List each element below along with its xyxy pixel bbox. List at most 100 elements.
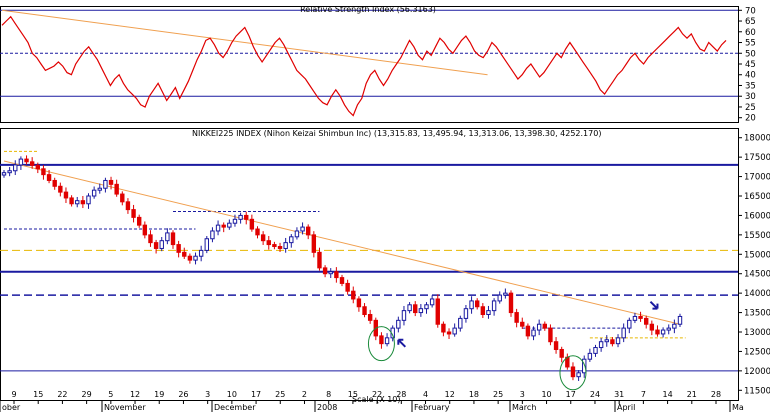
candle-body	[91, 189, 97, 197]
x-tick-label: 14	[662, 390, 672, 399]
candle-body	[497, 294, 502, 302]
candle-body	[503, 292, 508, 296]
candle-body	[339, 277, 345, 284]
price-ytick-label: 15500	[744, 231, 770, 241]
candle-body	[317, 251, 322, 269]
candle-body	[103, 179, 108, 189]
rsi-ytick-label: 55	[745, 39, 756, 49]
candle-body	[86, 195, 91, 205]
rsi-ytick-label: 40	[745, 71, 756, 81]
candle-body	[424, 304, 429, 310]
candle-body	[644, 317, 649, 325]
candle-body	[452, 327, 457, 335]
candle-body	[24, 158, 29, 163]
candle-body	[108, 179, 114, 185]
candle-body	[407, 304, 412, 312]
month-label: ober	[2, 403, 21, 412]
x-tick-label: 15	[33, 390, 43, 399]
price-panel: 11500 12000 12500 13000 13500 14000 14500 15000…	[0, 128, 770, 401]
candle-body	[435, 298, 440, 325]
candle-body	[18, 158, 24, 166]
x-tick-label: 4	[423, 390, 428, 399]
candle-body	[176, 244, 181, 253]
price-ytick-label: 16500	[744, 192, 770, 202]
candle-body	[587, 352, 593, 360]
candle-body	[13, 164, 18, 172]
candle-body	[441, 323, 446, 333]
candle-body	[486, 310, 491, 316]
candle-body	[238, 214, 243, 220]
candle-body	[142, 224, 148, 236]
rsi-trendline	[1, 9, 488, 76]
month-label: 2008	[317, 403, 337, 412]
candle-body	[413, 304, 418, 314]
candle-body	[170, 232, 176, 246]
candle-body	[29, 161, 35, 166]
candle-body	[463, 308, 469, 319]
x-tick-label: 7	[641, 390, 646, 399]
candle-body	[351, 290, 356, 300]
candle-body	[311, 234, 317, 253]
rsi-frame	[0, 6, 739, 123]
candle-body	[165, 232, 170, 242]
candle-body	[672, 323, 677, 329]
candle-body	[41, 168, 46, 176]
candle-body	[187, 255, 193, 261]
x-tick-label: 25	[493, 390, 503, 399]
candle-body	[63, 191, 69, 199]
candle-body	[153, 242, 159, 249]
candle-body	[520, 321, 525, 327]
candle-body	[542, 323, 547, 329]
candle-body	[362, 306, 367, 316]
candle-body	[480, 306, 486, 316]
rsi-ytick-label: 50	[745, 49, 756, 59]
candle-body	[328, 271, 333, 275]
rsi-ytick-label: 60	[745, 28, 756, 38]
candle-body	[266, 240, 271, 246]
candle-body	[260, 234, 266, 242]
rsi-ytick-label: 65	[745, 17, 756, 27]
x-tick-label: 3	[520, 390, 525, 399]
annotation-arrow	[649, 300, 659, 310]
x-tick-label: 17	[566, 390, 576, 399]
candle-body	[1, 172, 7, 176]
x-tick-label: 26	[178, 390, 188, 399]
month-label: March	[512, 403, 536, 412]
candle-body	[638, 315, 643, 319]
candle-body	[610, 339, 615, 345]
candle-body	[159, 240, 164, 249]
candle-body	[582, 358, 587, 374]
candle-body	[660, 329, 666, 335]
x-tick-label: 10	[541, 390, 551, 399]
month-label: December	[214, 403, 256, 412]
candle-body	[508, 292, 514, 314]
x-tick-label: 29	[82, 390, 92, 399]
x-tick-label: 12	[445, 390, 455, 399]
x-tick-label: 28	[396, 390, 406, 399]
price-ytick-label: 17000	[744, 173, 770, 183]
candle-body	[627, 319, 632, 329]
candle-body	[97, 187, 102, 191]
candle-body	[553, 341, 559, 350]
candle-body	[401, 310, 407, 321]
candle-body	[677, 315, 683, 325]
candle-body	[649, 323, 655, 331]
candle-body	[227, 222, 232, 228]
candle-body	[396, 319, 401, 329]
rsi-ytick-label: 70	[745, 6, 756, 16]
candle-body	[559, 348, 564, 358]
candle-body	[131, 209, 136, 218]
x-tick-label: 8	[326, 390, 331, 399]
price-ytick-label: 12000	[744, 367, 770, 377]
price-frame	[0, 128, 739, 401]
candle-body	[232, 218, 238, 224]
candle-body	[536, 323, 542, 331]
candle-body	[458, 317, 463, 329]
price-ytick-label: 13000	[744, 328, 770, 338]
candle-body	[345, 282, 350, 292]
candle-body	[255, 228, 260, 236]
candle-body	[666, 327, 671, 331]
price-ytick-label: 13500	[744, 309, 770, 319]
candle-body	[204, 238, 210, 251]
